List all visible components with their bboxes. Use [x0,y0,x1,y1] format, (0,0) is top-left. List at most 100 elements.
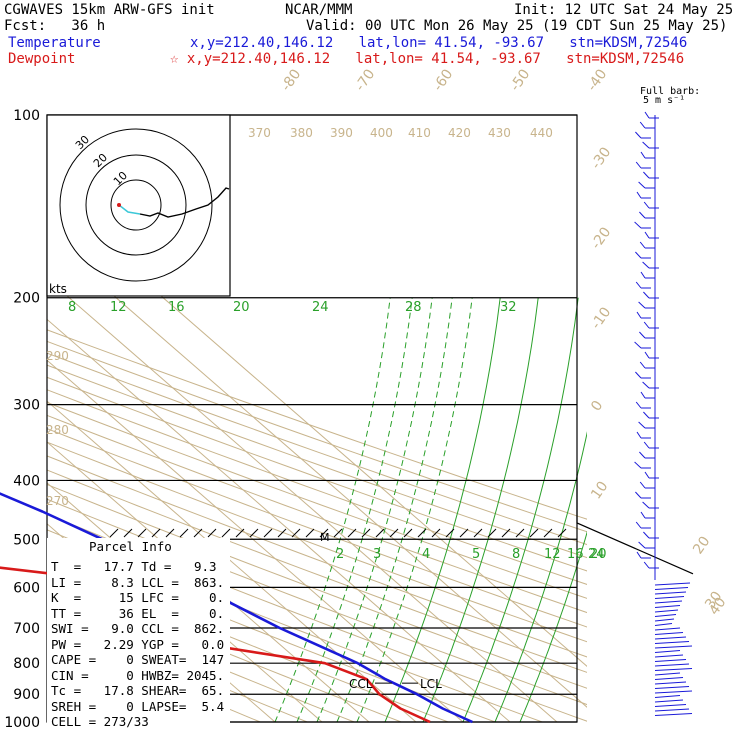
isotherm-label: -70 [352,66,378,94]
hodograph-ring [110,179,162,231]
wind-barb [644,471,650,479]
wind-barb [654,654,684,658]
freezing-hatch [431,528,441,538]
wind-barb [643,441,650,449]
isotherm-line [47,400,417,722]
wind-barb [654,686,690,689]
theta-label: 290 [46,349,69,363]
wind-barb [654,636,687,640]
mixing-ratio-line [336,297,453,722]
wind-barb [642,141,650,149]
theta-line [47,441,587,643]
wind-barb [654,614,677,617]
theta-label: 400 [370,126,393,140]
wind-barb [654,641,690,644]
freezing-hatch [501,528,511,538]
ccl-label: CCL [349,677,373,691]
wind-barb [654,713,693,716]
pressure-label: 200 [13,291,40,307]
mixing-ratio-label: 24 [312,300,329,315]
mixing-ratio-label: 16 [168,300,185,315]
wind-barb [654,627,681,631]
pressure-label: 600 [13,580,40,596]
wind-barb [654,681,687,685]
wind-barb [654,672,681,676]
isotherm-label: -80 [278,66,304,94]
wind-barb [639,361,646,369]
wind-barb [635,131,642,139]
wind-barb [654,591,687,595]
isotherm-line [47,277,558,722]
isotherm-label: 0 [588,398,606,414]
wind-barb [635,521,642,529]
isotherm-label: -20 [588,224,614,252]
wind-barb [654,708,690,712]
isotherm-label: -10 [588,304,614,332]
wind-barb [654,623,673,626]
pressure-label: 1000 [4,715,40,731]
freezing-hatch [305,528,315,538]
isotherm-line [47,318,511,722]
wind-barb [638,301,646,309]
wind-barb [643,171,650,179]
freezing-hatch [291,528,301,538]
pressure-labels: 100 200 300 400 500 600 700 800 900 1000 [4,108,40,731]
theta-line [47,401,587,599]
theta-line [47,483,587,689]
org-label: NCAR/MMM [285,2,353,18]
freezing-hatch [361,528,371,538]
mixing-ratio-line [494,431,587,722]
temperature-legend: Temperature [8,35,101,51]
wind-barb [639,211,646,219]
theta-labels: 370 380 390 400 410 420 430 440 290 280 270 [46,126,553,508]
mixing-ratio-label: 12 [110,300,127,315]
freezing-hatch [221,528,231,538]
freezing-hatch [487,528,497,538]
wind-barb [654,609,679,613]
theta-label: 370 [248,126,271,140]
wind-barb [636,431,642,439]
isotherm-line [47,441,370,722]
freezing-hatch [207,528,217,538]
wind-barb [642,261,650,269]
freezing-hatch [235,528,245,538]
freezing-hatch [529,528,539,538]
mixing-ratio-label: 16 [567,547,584,562]
theta-line [47,414,587,614]
temperature-location: x,y=212.40,146.12 lat,lon= 41.54, -93.67… [190,35,688,51]
isotherm-label: -40 [584,66,610,94]
wind-barb [654,645,693,649]
wind-barb [639,481,646,489]
barb-legend-title: Full barb: [640,86,701,97]
parcel-row: SREH = 0 LAPSE= 5.4 [51,698,225,714]
wind-barbs [634,111,693,716]
wind-barb [644,231,650,239]
wind-barb [638,421,646,429]
freezing-hatch [151,528,161,538]
parcel-info-box: Parcel Info T = 17.7 Td = 9.3 LI = 8.3 LC… [47,538,230,729]
freezing-hatch [445,528,455,538]
theta-line [47,340,587,533]
mixing-ratio-label: 24 [588,547,605,562]
freezing-hatch [403,528,413,538]
wind-barb [639,241,646,249]
mixing-ratio-label: 4 [422,547,430,562]
theta-line [47,428,587,628]
wind-barb [654,618,675,622]
wind-barb [640,391,646,399]
wind-barb [640,511,646,519]
freezing-hatch [543,528,553,538]
wind-barb [654,605,681,608]
wind-barb [654,677,684,680]
wind-barb [640,271,646,279]
wind-barb [634,341,642,349]
freezing-hatch [193,528,203,538]
wind-barb [644,111,650,119]
freezing-hatch [165,528,175,538]
valid-time: Valid: 00 UTC Mon 26 May 25 (19 CDT Sun … [306,18,728,34]
wind-barb [642,381,650,389]
parcel-row: CIN = 0 HWBZ= 2045. [51,667,225,683]
isotherm-line [47,236,587,708]
wind-barb [636,311,642,319]
